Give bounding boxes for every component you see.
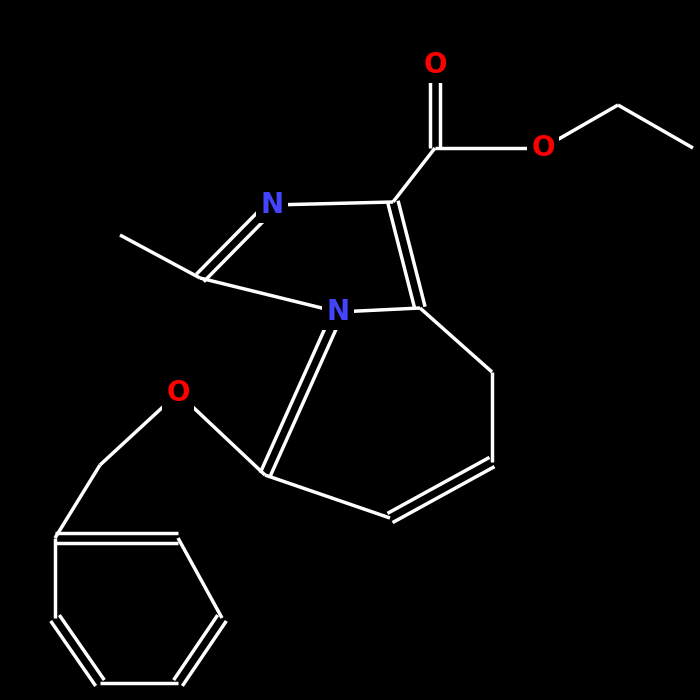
- Text: O: O: [424, 51, 447, 79]
- Text: O: O: [167, 379, 190, 407]
- Text: N: N: [260, 191, 284, 219]
- Text: N: N: [326, 298, 349, 326]
- Text: O: O: [531, 134, 554, 162]
